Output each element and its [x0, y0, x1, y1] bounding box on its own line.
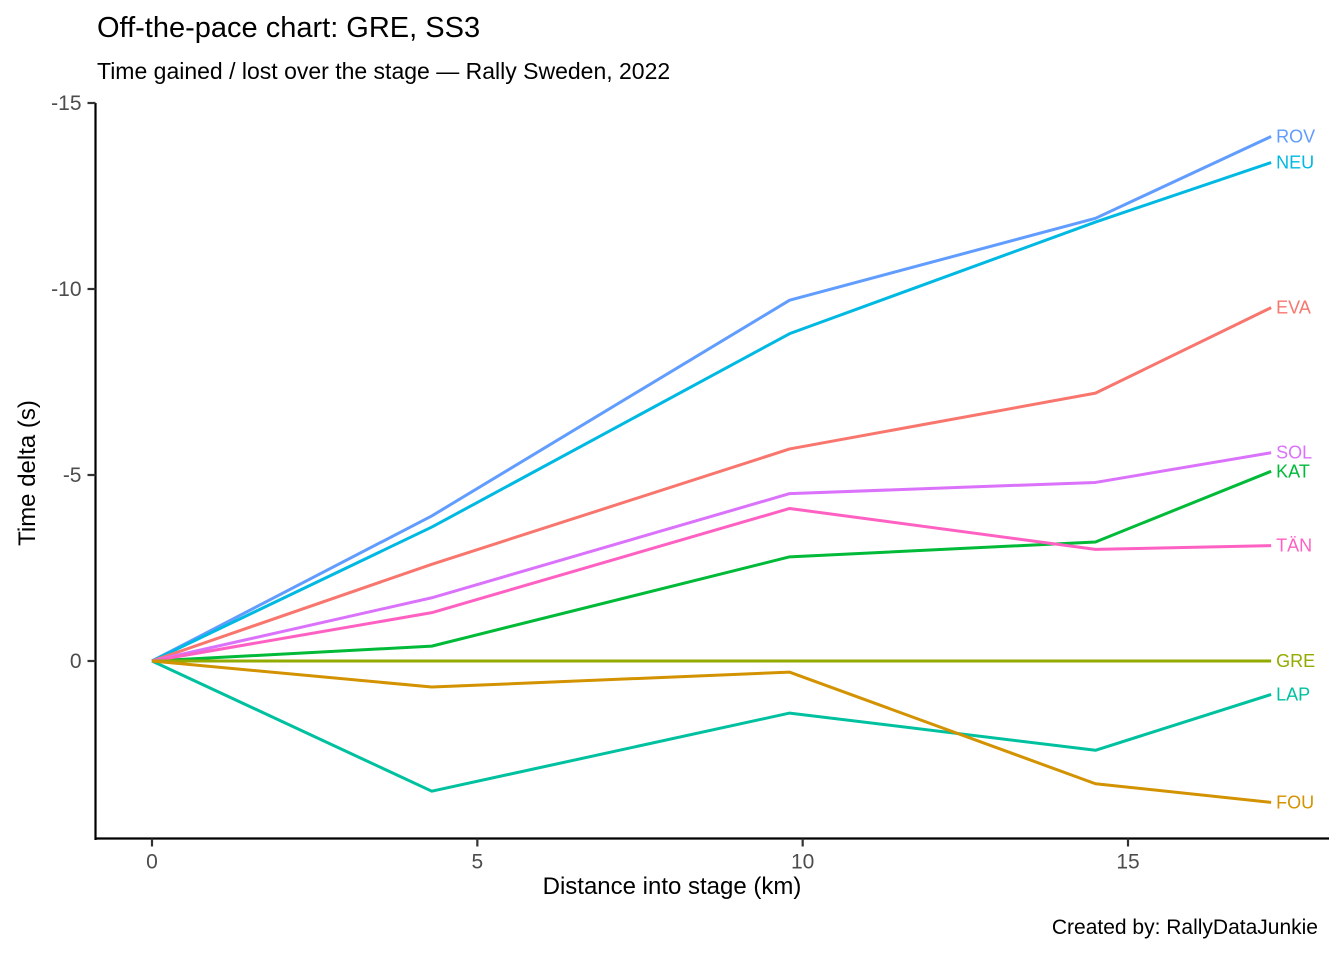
series-label-FOU: FOU — [1276, 792, 1314, 812]
series-label-KAT: KAT — [1276, 461, 1310, 481]
series-line-KAT — [151, 469, 1272, 663]
series-label-LAP: LAP — [1276, 684, 1310, 704]
series-label-NEU: NEU — [1276, 153, 1314, 173]
series-label-EVA: EVA — [1276, 298, 1311, 318]
chart-caption: Created by: RallyDataJunkie — [1051, 916, 1318, 939]
series-line-TÄN — [151, 506, 1272, 663]
x-tick-label: 0 — [146, 851, 158, 874]
series-label-GRE: GRE — [1276, 651, 1315, 671]
chart-subtitle: Time gained / lost over the stage — Rall… — [97, 58, 671, 84]
series-label-ROV: ROV — [1276, 126, 1315, 146]
y-axis-title: Time delta (s) — [14, 400, 41, 546]
chart-title: Off-the-pace chart: GRE, SS3 — [97, 12, 481, 44]
series-line-LAP — [151, 659, 1272, 793]
series-line-SOL — [151, 451, 1272, 663]
series-line-EVA — [151, 306, 1272, 663]
x-axis-title: Distance into stage (km) — [542, 873, 802, 900]
series-label-SOL: SOL — [1276, 443, 1312, 463]
y-tick-label: 0 — [70, 650, 82, 673]
x-tick-label: 15 — [1116, 851, 1139, 874]
x-tick-label: 5 — [471, 851, 483, 874]
series-line-NEU — [151, 161, 1272, 663]
y-tick-label: -5 — [63, 464, 82, 487]
series-line-FOU — [151, 659, 1272, 804]
y-tick-label: -15 — [51, 92, 81, 115]
x-tick-label: 10 — [791, 851, 814, 874]
y-tick-label: -10 — [51, 278, 81, 301]
series-line-ROV — [151, 135, 1272, 663]
series-label-TÄN: TÄN — [1276, 536, 1312, 556]
